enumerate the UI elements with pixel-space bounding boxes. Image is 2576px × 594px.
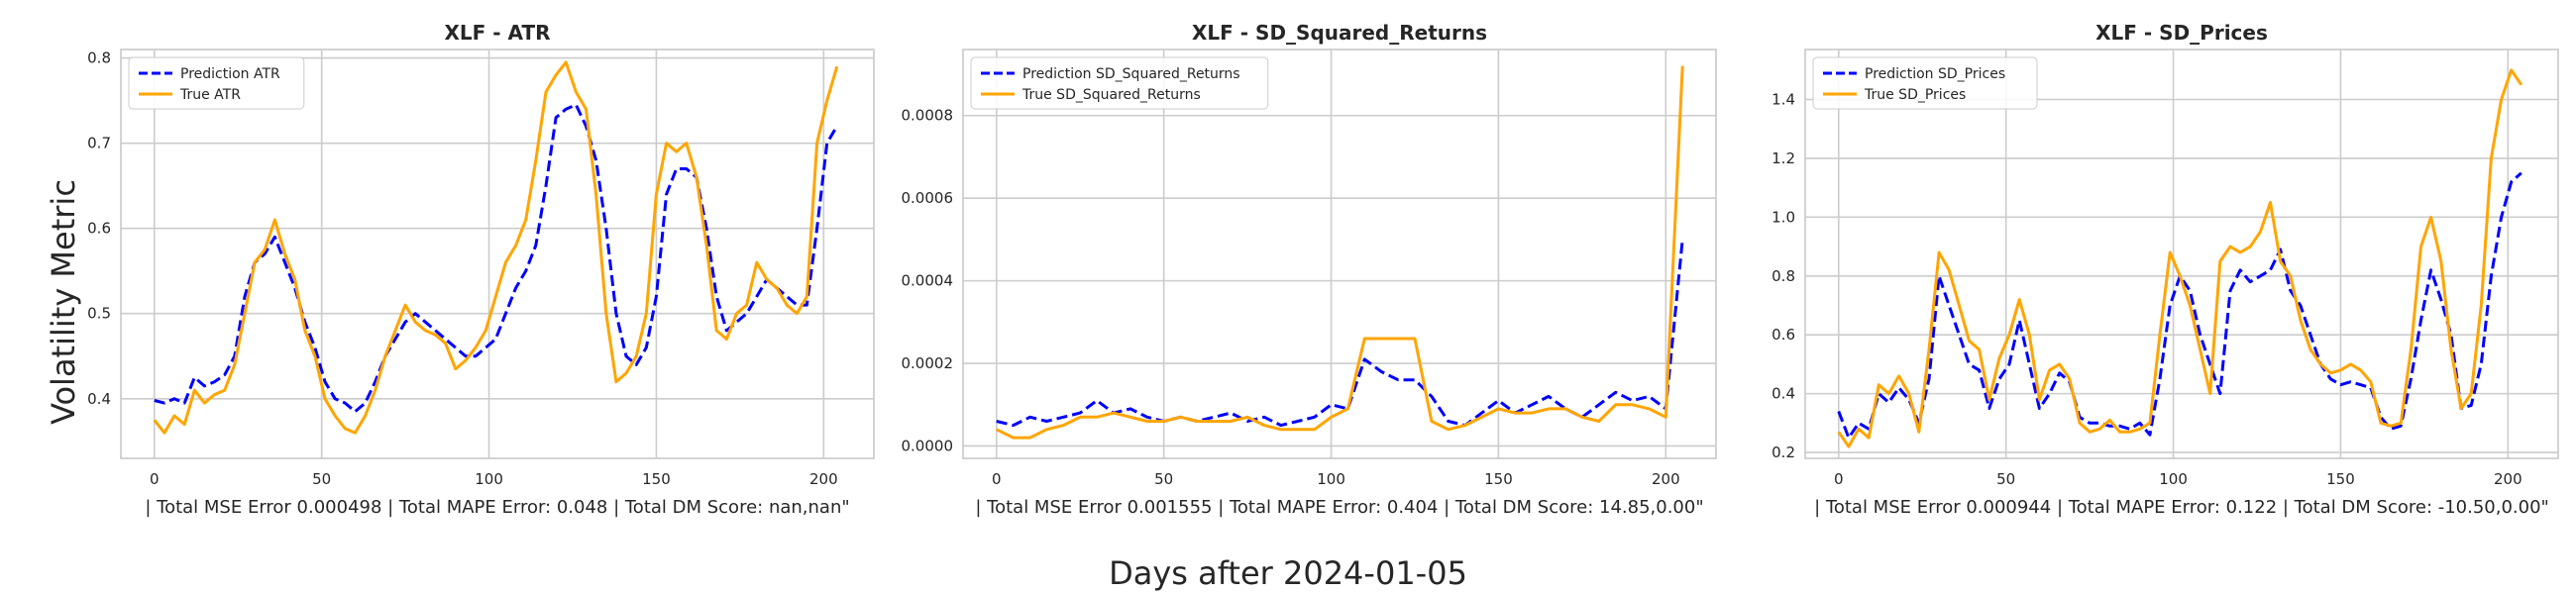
legend-entry: Prediction ATR <box>180 66 280 82</box>
chart-xlabel: | Total MSE Error 0.001555 | Total MAPE … <box>975 497 1703 518</box>
legend-entry: Prediction SD_Squared_Returns <box>1022 66 1240 82</box>
chart-title: XLF - SD_Prices <box>2095 21 2268 45</box>
axes-frame <box>1804 49 2559 459</box>
y-tick-label: 1.4 <box>1771 91 1795 109</box>
chart-xlabel: | Total MSE Error 0.000944 | Total MAPE … <box>1814 497 2549 518</box>
axes-frame <box>962 49 1717 459</box>
chart-atr: 0 50 100 150 200 0.4 0.5 0.6 0.7 0.8 XLF - ATR | To… <box>87 21 875 518</box>
y-tick-label: 0.6 <box>87 220 111 238</box>
y-tick-label: 0.8 <box>87 50 111 67</box>
x-tick-label: 0 <box>1834 470 1844 488</box>
y-tick-label: 1.2 <box>1771 149 1795 167</box>
x-tick-label: 100 <box>475 470 503 488</box>
legend-entry: True ATR <box>179 87 241 103</box>
plot-area <box>963 50 1716 458</box>
y-tick-label: 0.0004 <box>902 272 954 290</box>
chart-sd-prices: 0 50 100 150 200 0.2 0.4 0.6 0.8 1.0 1.2 1.4 XLF - S… <box>1771 21 2559 518</box>
y-tick-label: 0.5 <box>87 305 111 323</box>
figure-ylabel: Volatility Metric <box>45 179 82 425</box>
y-tick-label: 0.6 <box>1771 326 1795 344</box>
chart-sd-squared-returns: 0 50 100 150 200 0.0000 0.0002 0.0004 0.0006 0.00… <box>902 21 1717 518</box>
x-tick-label: 100 <box>2159 470 2188 488</box>
y-tick-label: 0.0000 <box>902 437 954 454</box>
y-tick-label: 0.4 <box>87 390 111 408</box>
x-tick-label: 150 <box>642 470 671 488</box>
y-tick-label: 0.0002 <box>902 354 954 372</box>
x-tick-label: 100 <box>1317 470 1345 488</box>
y-tick-label: 1.0 <box>1771 208 1795 226</box>
x-tick-label: 150 <box>2326 470 2355 488</box>
plot-area <box>1805 50 2558 458</box>
plot-area <box>121 50 874 458</box>
prediction-series-line <box>154 103 839 414</box>
axes-frame <box>120 49 875 459</box>
x-tick-label: 200 <box>809 470 838 488</box>
y-tick-label: 0.7 <box>87 135 111 152</box>
y-tick-label: 0.0008 <box>902 107 954 125</box>
chart-xlabel: | Total MSE Error 0.000498 | Total MAPE … <box>145 497 849 518</box>
y-tick-label: 0.0006 <box>902 189 954 207</box>
true-series-line <box>153 60 839 435</box>
x-tick-label: 50 <box>1154 470 1173 488</box>
legend-entry: True SD_Squared_Returns <box>1021 87 1201 103</box>
prediction-series-line <box>996 239 1684 428</box>
chart-title: XLF - SD_Squared_Returns <box>1192 21 1487 45</box>
x-tick-label: 50 <box>312 470 331 488</box>
y-tick-label: 0.4 <box>1771 385 1795 403</box>
legend-entry: Prediction SD_Prices <box>1865 66 2005 82</box>
y-tick-label: 0.2 <box>1771 444 1795 461</box>
x-tick-label: 150 <box>1484 470 1513 488</box>
true-series-line <box>996 65 1684 440</box>
legend <box>128 56 305 110</box>
legend <box>970 56 1269 110</box>
legend-entry: True SD_Prices <box>1864 87 1966 103</box>
y-tick-label: 0.8 <box>1771 267 1795 285</box>
x-tick-label: 50 <box>1996 470 2015 488</box>
x-tick-label: 0 <box>992 470 1002 488</box>
x-tick-label: 0 <box>150 470 160 488</box>
x-tick-label: 200 <box>2494 470 2522 488</box>
figure-xlabel: Days after 2024-01-05 <box>1109 554 1467 592</box>
chart-title: XLF - ATR <box>444 21 550 45</box>
legend <box>1812 56 2038 110</box>
true-series-line <box>1837 68 2523 448</box>
x-tick-label: 200 <box>1652 470 1680 488</box>
